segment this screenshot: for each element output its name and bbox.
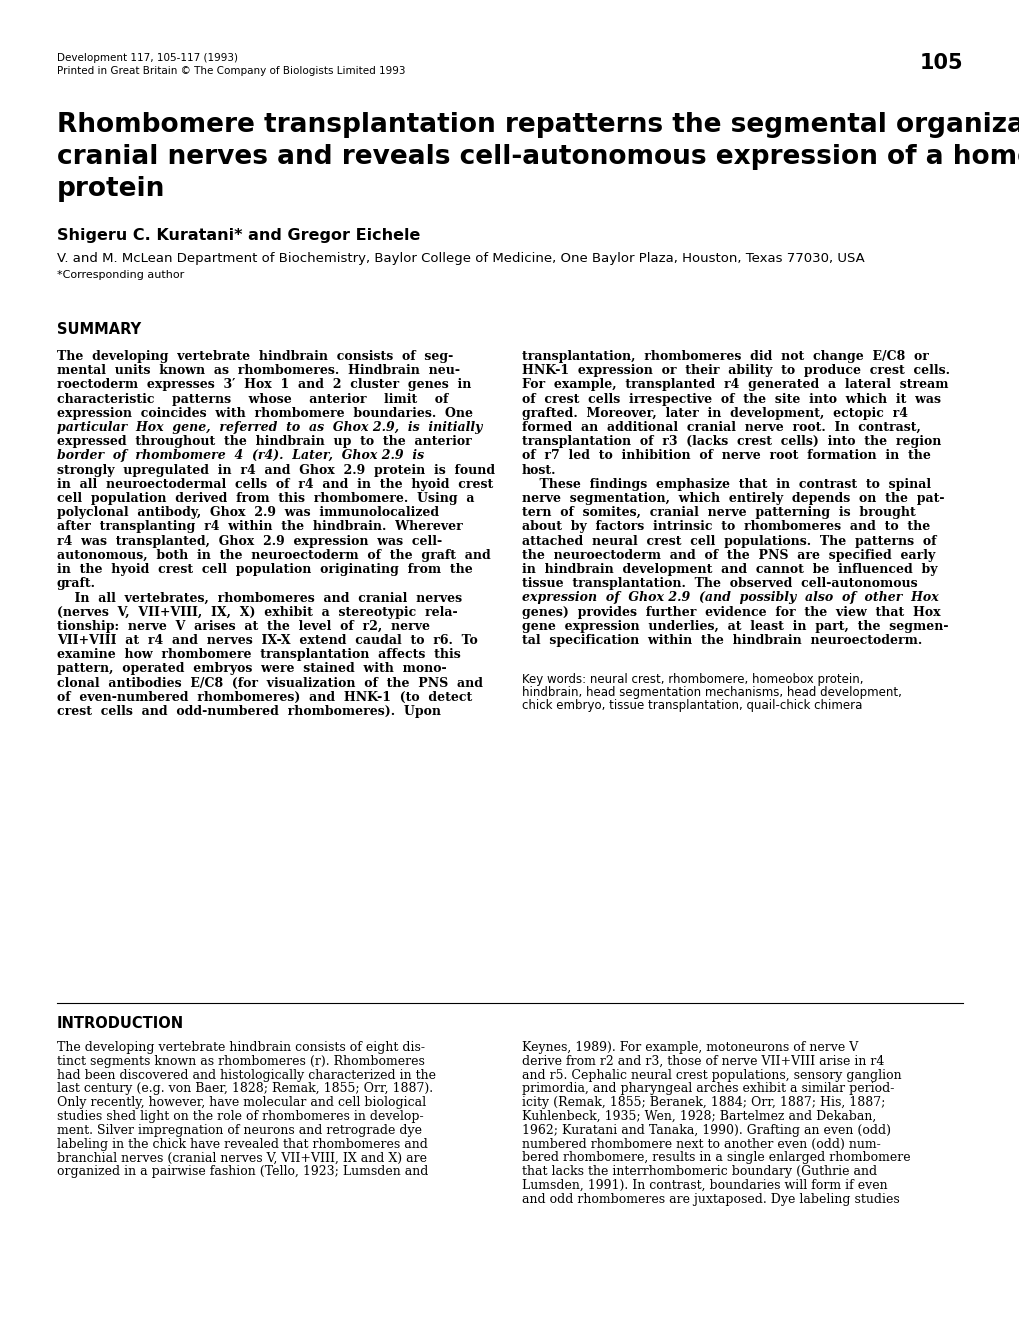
Text: numbered rhombomere next to another even (odd) num-: numbered rhombomere next to another even… <box>522 1138 879 1151</box>
Text: HNK-1  expression  or  their  ability  to  produce  crest  cells.: HNK-1 expression or their ability to pro… <box>522 364 949 378</box>
Text: Only recently, however, have molecular and cell biological: Only recently, however, have molecular a… <box>57 1096 426 1109</box>
Text: icity (Remak, 1855; Beranek, 1884; Orr, 1887; His, 1887;: icity (Remak, 1855; Beranek, 1884; Orr, … <box>522 1096 884 1109</box>
Text: cell  population  derived  from  this  rhombomere.  Using  a: cell population derived from this rhombo… <box>57 492 474 506</box>
Text: host.: host. <box>522 463 556 477</box>
Text: of  crest  cells  irrespective  of  the  site  into  which  it  was: of crest cells irrespective of the site … <box>522 392 941 405</box>
Text: crest  cells  and  odd-numbered  rhombomeres).  Upon: crest cells and odd-numbered rhombomeres… <box>57 705 440 718</box>
Text: expression  coincides  with  rhombomere  boundaries.  One: expression coincides with rhombomere bou… <box>57 407 473 420</box>
Text: bered rhombomere, results in a single enlarged rhombomere: bered rhombomere, results in a single en… <box>522 1151 910 1164</box>
Text: transplantation,  rhombomeres  did  not  change  E/C8  or: transplantation, rhombomeres did not cha… <box>522 350 928 363</box>
Text: ment. Silver impregnation of neurons and retrograde dye: ment. Silver impregnation of neurons and… <box>57 1123 422 1137</box>
Text: of  even-numbered  rhombomeres)  and  HNK-1  (to  detect: of even-numbered rhombomeres) and HNK-1 … <box>57 690 472 704</box>
Text: border  of  rhombomere  4  (r4).  Later,  Ghox 2.9  is: border of rhombomere 4 (r4). Later, Ghox… <box>57 449 424 462</box>
Text: after  transplanting  r4  within  the  hindbrain.  Wherever: after transplanting r4 within the hindbr… <box>57 520 463 533</box>
Text: in  hindbrain  development  and  cannot  be  influenced  by: in hindbrain development and cannot be i… <box>522 564 936 576</box>
Text: polyclonal  antibody,  Ghox  2.9  was  immunolocalized: polyclonal antibody, Ghox 2.9 was immuno… <box>57 506 439 519</box>
Text: autonomous,  both  in  the  neuroectoderm  of  the  graft  and: autonomous, both in the neuroectoderm of… <box>57 549 490 562</box>
Text: mental  units  known  as  rhombomeres.  Hindbrain  neu-: mental units known as rhombomeres. Hindb… <box>57 364 460 378</box>
Text: 1962; Kuratani and Tanaka, 1990). Grafting an even (odd): 1962; Kuratani and Tanaka, 1990). Grafti… <box>522 1123 891 1137</box>
Text: Development 117, 105-117 (1993): Development 117, 105-117 (1993) <box>57 53 237 63</box>
Text: chick embryo, tissue transplantation, quail-chick chimera: chick embryo, tissue transplantation, qu… <box>522 700 861 713</box>
Text: In  all  vertebrates,  rhombomeres  and  cranial  nerves: In all vertebrates, rhombomeres and cran… <box>57 591 462 605</box>
Text: the  neuroectoderm  and  of  the  PNS  are  specified  early: the neuroectoderm and of the PNS are spe… <box>522 549 934 562</box>
Text: (nerves  V,  VII+VIII,  IX,  X)  exhibit  a  stereotypic  rela-: (nerves V, VII+VIII, IX, X) exhibit a st… <box>57 606 458 619</box>
Text: *Corresponding author: *Corresponding author <box>57 271 184 280</box>
Text: Lumsden, 1991). In contrast, boundaries will form if even: Lumsden, 1991). In contrast, boundaries … <box>522 1179 887 1192</box>
Text: 105: 105 <box>918 53 962 73</box>
Text: branchial nerves (cranial nerves V, VII+VIII, IX and X) are: branchial nerves (cranial nerves V, VII+… <box>57 1151 427 1164</box>
Text: examine  how  rhombomere  transplantation  affects  this: examine how rhombomere transplantation a… <box>57 648 461 661</box>
Text: transplantation  of  r3  (lacks  crest  cells)  into  the  region: transplantation of r3 (lacks crest cells… <box>522 436 941 449</box>
Text: in  the  hyoid  crest  cell  population  originating  from  the: in the hyoid crest cell population origi… <box>57 564 472 576</box>
Text: tal  specification  within  the  hindbrain  neuroectoderm.: tal specification within the hindbrain n… <box>522 634 921 647</box>
Text: and r5. Cephalic neural crest populations, sensory ganglion: and r5. Cephalic neural crest population… <box>522 1069 901 1081</box>
Text: V. and M. McLean Department of Biochemistry, Baylor College of Medicine, One Bay: V. and M. McLean Department of Biochemis… <box>57 252 864 265</box>
Text: The developing vertebrate hindbrain consists of eight dis-: The developing vertebrate hindbrain cons… <box>57 1041 425 1053</box>
Text: Printed in Great Britain © The Company of Biologists Limited 1993: Printed in Great Britain © The Company o… <box>57 66 406 77</box>
Text: expressed  throughout  the  hindbrain  up  to  the  anterior: expressed throughout the hindbrain up to… <box>57 436 472 449</box>
Text: hindbrain, head segmentation mechanisms, head development,: hindbrain, head segmentation mechanisms,… <box>522 686 901 700</box>
Text: organized in a pairwise fashion (Tello, 1923; Lumsden and: organized in a pairwise fashion (Tello, … <box>57 1166 428 1179</box>
Text: particular  Hox  gene,  referred  to  as  Ghox 2.9,  is  initially: particular Hox gene, referred to as Ghox… <box>57 421 482 434</box>
Text: SUMMARY: SUMMARY <box>57 322 141 337</box>
Text: that lacks the interrhombomeric boundary (Guthrie and: that lacks the interrhombomeric boundary… <box>522 1166 876 1179</box>
Text: Rhombomere transplantation repatterns the segmental organization of: Rhombomere transplantation repatterns th… <box>57 112 1019 139</box>
Text: nerve  segmentation,  which  entirely  depends  on  the  pat-: nerve segmentation, which entirely depen… <box>522 492 944 506</box>
Text: graft.: graft. <box>57 577 96 590</box>
Text: Key words: neural crest, rhombomere, homeobox protein,: Key words: neural crest, rhombomere, hom… <box>522 673 863 686</box>
Text: expression  of  Ghox 2.9  (and  possibly  also  of  other  Hox: expression of Ghox 2.9 (and possibly als… <box>522 591 937 605</box>
Text: VII+VIII  at  r4  and  nerves  IX-X  extend  caudal  to  r6.  To: VII+VIII at r4 and nerves IX-X extend ca… <box>57 634 477 647</box>
Text: formed  an  additional  cranial  nerve  root.  In  contrast,: formed an additional cranial nerve root.… <box>522 421 920 434</box>
Text: strongly  upregulated  in  r4  and  Ghox  2.9  protein  is  found: strongly upregulated in r4 and Ghox 2.9 … <box>57 463 494 477</box>
Text: derive from r2 and r3, those of nerve VII+VIII arise in r4: derive from r2 and r3, those of nerve VI… <box>522 1055 883 1068</box>
Text: cranial nerves and reveals cell-autonomous expression of a homeodomain: cranial nerves and reveals cell-autonomo… <box>57 144 1019 170</box>
Text: primordia, and pharyngeal arches exhibit a similar period-: primordia, and pharyngeal arches exhibit… <box>522 1082 894 1096</box>
Text: Kuhlenbeck, 1935; Wen, 1928; Bartelmez and Dekaban,: Kuhlenbeck, 1935; Wen, 1928; Bartelmez a… <box>522 1110 875 1123</box>
Text: pattern,  operated  embryos  were  stained  with  mono-: pattern, operated embryos were stained w… <box>57 663 446 676</box>
Text: r4  was  transplanted,  Ghox  2.9  expression  was  cell-: r4 was transplanted, Ghox 2.9 expression… <box>57 535 441 548</box>
Text: of  r7  led  to  inhibition  of  nerve  root  formation  in  the: of r7 led to inhibition of nerve root fo… <box>522 449 930 462</box>
Text: about  by  factors  intrinsic  to  rhombomeres  and  to  the: about by factors intrinsic to rhombomere… <box>522 520 929 533</box>
Text: studies shed light on the role of rhombomeres in develop-: studies shed light on the role of rhombo… <box>57 1110 423 1123</box>
Text: gene  expression  underlies,  at  least  in  part,  the  segmen-: gene expression underlies, at least in p… <box>522 620 948 632</box>
Text: attached  neural  crest  cell  populations.  The  patterns  of: attached neural crest cell populations. … <box>522 535 935 548</box>
Text: protein: protein <box>57 176 165 202</box>
Text: grafted.  Moreover,  later  in  development,  ectopic  r4: grafted. Moreover, later in development,… <box>522 407 907 420</box>
Text: For  example,  transplanted  r4  generated  a  lateral  stream: For example, transplanted r4 generated a… <box>522 379 948 392</box>
Text: labeling in the chick have revealed that rhombomeres and: labeling in the chick have revealed that… <box>57 1138 427 1151</box>
Text: roectoderm  expresses  3′  Hox  1  and  2  cluster  genes  in: roectoderm expresses 3′ Hox 1 and 2 clus… <box>57 379 471 392</box>
Text: in  all  neuroectodermal  cells  of  r4  and  in  the  hyoid  crest: in all neuroectodermal cells of r4 and i… <box>57 478 493 491</box>
Text: tissue  transplantation.  The  observed  cell-autonomous: tissue transplantation. The observed cel… <box>522 577 917 590</box>
Text: had been discovered and histologically characterized in the: had been discovered and histologically c… <box>57 1069 435 1081</box>
Text: The  developing  vertebrate  hindbrain  consists  of  seg-: The developing vertebrate hindbrain cons… <box>57 350 452 363</box>
Text: Shigeru C. Kuratani* and Gregor Eichele: Shigeru C. Kuratani* and Gregor Eichele <box>57 228 420 243</box>
Text: INTRODUCTION: INTRODUCTION <box>57 1016 184 1031</box>
Text: tinct segments known as rhombomeres (r). Rhombomeres: tinct segments known as rhombomeres (r).… <box>57 1055 425 1068</box>
Text: and odd rhombomeres are juxtaposed. Dye labeling studies: and odd rhombomeres are juxtaposed. Dye … <box>522 1193 899 1205</box>
Text: tionship:  nerve  V  arises  at  the  level  of  r2,  nerve: tionship: nerve V arises at the level of… <box>57 620 430 632</box>
Text: last century (e.g. von Baer, 1828; Remak, 1855; Orr, 1887).: last century (e.g. von Baer, 1828; Remak… <box>57 1082 433 1096</box>
Text: Keynes, 1989). For example, motoneurons of nerve V: Keynes, 1989). For example, motoneurons … <box>522 1041 857 1053</box>
Text: characteristic    patterns    whose    anterior    limit    of: characteristic patterns whose anterior l… <box>57 392 448 405</box>
Text: genes)  provides  further  evidence  for  the  view  that  Hox: genes) provides further evidence for the… <box>522 606 940 619</box>
Text: tern  of  somites,  cranial  nerve  patterning  is  brought: tern of somites, cranial nerve patternin… <box>522 506 915 519</box>
Text: clonal  antibodies  E/C8  (for  visualization  of  the  PNS  and: clonal antibodies E/C8 (for visualizatio… <box>57 677 483 689</box>
Text: These  findings  emphasize  that  in  contrast  to  spinal: These findings emphasize that in contras… <box>522 478 930 491</box>
